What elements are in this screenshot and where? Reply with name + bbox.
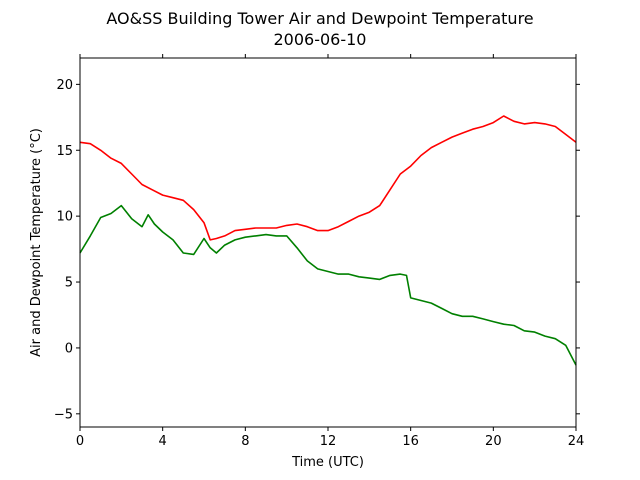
plot-area <box>80 58 576 427</box>
y-tick-label-1: 0 <box>65 341 73 356</box>
x-tick-label-1: 4 <box>159 434 167 449</box>
series-line-2 <box>79 204 577 366</box>
y-axis-label: Air and Dewpoint Temperature (°C) <box>29 128 44 357</box>
y-tick-label-2: 5 <box>65 276 73 291</box>
y-tick-label-0: −5 <box>54 407 73 422</box>
chart-title: AO&SS Building Tower Air and Dewpoint Te… <box>106 9 533 28</box>
series-layer <box>79 115 577 366</box>
x-tick-label-0: 0 <box>76 434 84 449</box>
y-tick-label-3: 10 <box>56 210 73 225</box>
x-axis-label: Time (UTC) <box>291 455 364 470</box>
x-tick-label-6: 24 <box>568 434 585 449</box>
series-line-1 <box>79 115 577 241</box>
y-tick-label-4: 15 <box>56 144 73 159</box>
x-tick-label-5: 20 <box>485 434 502 449</box>
y-tick-label-5: 20 <box>56 78 73 93</box>
x-tick-label-4: 16 <box>402 434 419 449</box>
chart-subtitle: 2006-06-10 <box>274 30 367 49</box>
x-tick-label-3: 12 <box>320 434 337 449</box>
x-tick-label-2: 8 <box>241 434 249 449</box>
